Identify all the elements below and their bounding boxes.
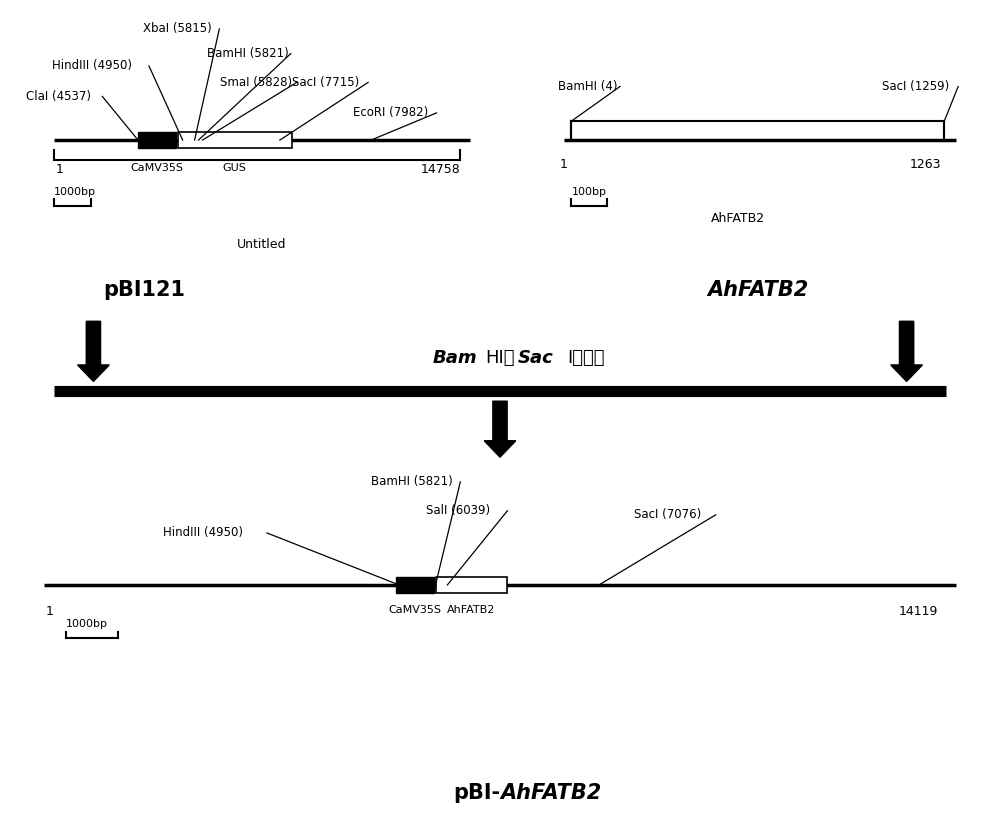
Text: XbaI (5815): XbaI (5815) bbox=[143, 22, 212, 36]
Text: CaMV35S: CaMV35S bbox=[130, 163, 183, 173]
Text: pBI-: pBI- bbox=[453, 783, 500, 803]
Text: 14758: 14758 bbox=[421, 163, 460, 176]
Text: 1: 1 bbox=[560, 158, 567, 171]
Text: EcoRI (7982): EcoRI (7982) bbox=[353, 106, 428, 119]
Text: pBI121: pBI121 bbox=[103, 280, 185, 300]
FancyArrow shape bbox=[484, 401, 516, 457]
Text: SacI (7715): SacI (7715) bbox=[292, 76, 359, 89]
Text: CaMV35S: CaMV35S bbox=[388, 606, 441, 616]
Text: AhFATB2: AhFATB2 bbox=[707, 280, 808, 300]
Bar bbox=[178, 131, 292, 148]
Text: I双酶切: I双酶切 bbox=[567, 349, 605, 367]
Text: 1: 1 bbox=[46, 606, 54, 618]
Text: AhFATB2: AhFATB2 bbox=[500, 783, 601, 803]
Text: AhFATB2: AhFATB2 bbox=[447, 606, 495, 616]
Bar bbox=[138, 131, 176, 148]
Text: BamHI (4): BamHI (4) bbox=[558, 80, 617, 93]
FancyArrow shape bbox=[891, 321, 922, 381]
Text: 1263: 1263 bbox=[910, 158, 941, 171]
Text: SmaI (5828): SmaI (5828) bbox=[220, 76, 292, 89]
Text: AhFATB2: AhFATB2 bbox=[711, 211, 765, 225]
Text: BamHI (5821): BamHI (5821) bbox=[371, 475, 453, 488]
FancyArrow shape bbox=[78, 321, 109, 381]
Text: SacI (1259): SacI (1259) bbox=[882, 80, 949, 93]
Text: HindIII (4950): HindIII (4950) bbox=[52, 59, 132, 72]
Text: Untitled: Untitled bbox=[237, 238, 287, 251]
Text: 14119: 14119 bbox=[899, 606, 938, 618]
Text: ClaI (4537): ClaI (4537) bbox=[26, 90, 91, 103]
Text: HindIII (4950): HindIII (4950) bbox=[163, 527, 243, 539]
Text: 100bp: 100bp bbox=[571, 187, 606, 197]
Text: SacI (7076): SacI (7076) bbox=[634, 508, 701, 522]
Bar bbox=[436, 577, 507, 593]
Bar bbox=[396, 577, 434, 593]
Text: 1000bp: 1000bp bbox=[66, 619, 108, 629]
Text: GUS: GUS bbox=[223, 163, 247, 173]
Text: HI和: HI和 bbox=[485, 349, 515, 367]
Text: 1000bp: 1000bp bbox=[54, 187, 96, 197]
Text: Sac: Sac bbox=[518, 349, 554, 367]
Text: Bam: Bam bbox=[433, 349, 477, 367]
Text: BamHI (5821): BamHI (5821) bbox=[207, 47, 289, 60]
Text: 1: 1 bbox=[56, 163, 64, 176]
Text: SalI (6039): SalI (6039) bbox=[426, 504, 490, 518]
